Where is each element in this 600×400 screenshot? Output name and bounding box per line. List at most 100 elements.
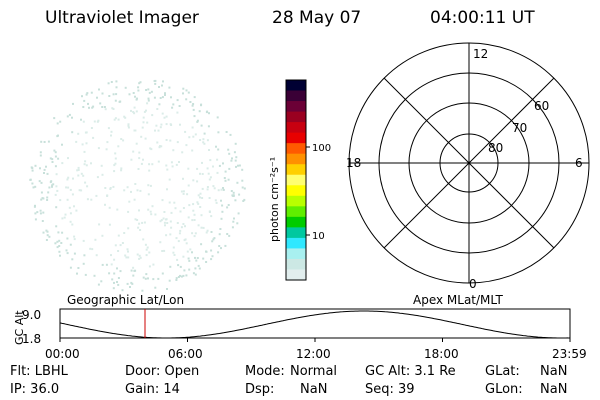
image-speck bbox=[201, 173, 204, 175]
image-speck bbox=[152, 263, 155, 266]
image-speck bbox=[164, 92, 166, 95]
image-speck bbox=[164, 94, 166, 96]
image-speck bbox=[103, 106, 106, 108]
image-speck bbox=[228, 167, 231, 170]
image-speck bbox=[193, 219, 196, 221]
image-speck bbox=[192, 179, 195, 182]
image-speck bbox=[53, 149, 56, 152]
image-speck bbox=[173, 254, 176, 256]
image-speck bbox=[57, 231, 60, 234]
image-speck bbox=[121, 242, 124, 244]
color-scale-tick-label-10: 10 bbox=[312, 231, 325, 242]
image-speck bbox=[154, 79, 157, 82]
image-speck bbox=[182, 255, 185, 258]
image-speck bbox=[71, 258, 74, 261]
image-speck bbox=[112, 93, 115, 96]
image-speck bbox=[45, 165, 47, 168]
color-scale-swatch bbox=[286, 132, 306, 144]
image-speck bbox=[90, 162, 92, 165]
image-speck bbox=[93, 120, 96, 123]
image-speck bbox=[212, 165, 214, 168]
timeline-xtick-2: 12:00 bbox=[296, 347, 331, 361]
image-speck bbox=[119, 244, 122, 247]
image-speck bbox=[147, 88, 150, 91]
image-speck bbox=[188, 136, 191, 139]
color-scale-swatch bbox=[286, 195, 306, 207]
image-speck bbox=[96, 96, 98, 99]
image-speck bbox=[137, 168, 140, 170]
image-speck bbox=[236, 181, 239, 184]
image-speck bbox=[151, 205, 154, 208]
color-scale-swatch bbox=[286, 101, 306, 113]
image-speck bbox=[217, 131, 220, 134]
image-speck bbox=[185, 89, 188, 92]
image-speck bbox=[230, 159, 233, 162]
image-speck bbox=[138, 151, 141, 154]
image-speck bbox=[161, 199, 164, 202]
image-speck bbox=[138, 209, 140, 212]
image-speck bbox=[46, 196, 49, 199]
image-speck bbox=[226, 233, 229, 235]
image-speck bbox=[215, 201, 218, 204]
image-speck bbox=[127, 210, 130, 213]
image-speck bbox=[224, 170, 227, 173]
image-speck bbox=[33, 205, 36, 208]
image-speck bbox=[112, 108, 115, 110]
image-speck bbox=[130, 109, 132, 112]
image-speck bbox=[196, 201, 199, 204]
image-speck bbox=[161, 96, 164, 99]
image-speck bbox=[54, 151, 57, 154]
image-speck bbox=[113, 272, 116, 275]
image-speck bbox=[76, 169, 79, 172]
image-speck bbox=[194, 273, 197, 276]
image-speck bbox=[147, 99, 150, 102]
image-speck bbox=[228, 234, 231, 237]
image-speck bbox=[180, 275, 183, 278]
image-speck bbox=[157, 160, 160, 163]
image-speck bbox=[142, 116, 145, 119]
image-speck bbox=[159, 126, 162, 129]
image-speck bbox=[86, 92, 89, 95]
image-speck bbox=[154, 129, 156, 132]
gc-alt-info: GC Alt: 3.1 Re bbox=[365, 364, 456, 379]
image-speck bbox=[114, 162, 117, 165]
image-speck bbox=[39, 154, 42, 157]
timeline-x-ticks bbox=[59, 338, 571, 342]
image-speck bbox=[86, 198, 89, 201]
color-scale-unit-label: photon cm⁻²s⁻¹ bbox=[268, 157, 281, 242]
image-speck bbox=[170, 161, 173, 164]
image-speck bbox=[56, 135, 59, 138]
image-speck bbox=[163, 116, 166, 119]
image-speck bbox=[104, 108, 107, 111]
ip-info: IP: 36.0 bbox=[10, 382, 60, 397]
dsp-value: NaN bbox=[300, 382, 328, 397]
image-speck bbox=[199, 139, 202, 141]
image-speck bbox=[69, 220, 72, 223]
image-speck bbox=[197, 224, 200, 227]
image-speck bbox=[144, 137, 147, 140]
image-speck bbox=[115, 93, 118, 96]
image-speck bbox=[229, 133, 232, 136]
image-speck bbox=[188, 268, 191, 271]
image-speck bbox=[142, 238, 145, 241]
image-speck bbox=[153, 96, 156, 99]
image-speck bbox=[100, 164, 103, 167]
image-speck bbox=[192, 108, 195, 111]
image-speck bbox=[71, 193, 74, 196]
image-speck bbox=[141, 126, 144, 129]
image-speck bbox=[135, 110, 138, 113]
image-speck bbox=[138, 222, 141, 225]
image-speck bbox=[182, 274, 185, 277]
image-speck bbox=[179, 274, 181, 277]
image-speck bbox=[34, 164, 37, 167]
image-speck bbox=[72, 102, 74, 105]
timeline-xtick-0: 00:00 bbox=[45, 347, 80, 361]
image-speck bbox=[161, 250, 164, 252]
image-speck bbox=[179, 123, 181, 126]
image-speck bbox=[220, 217, 223, 220]
image-speck bbox=[65, 249, 68, 252]
mode-value: Normal bbox=[290, 364, 338, 379]
image-speck bbox=[175, 279, 178, 281]
image-speck bbox=[82, 106, 85, 108]
image-speck bbox=[182, 223, 185, 225]
